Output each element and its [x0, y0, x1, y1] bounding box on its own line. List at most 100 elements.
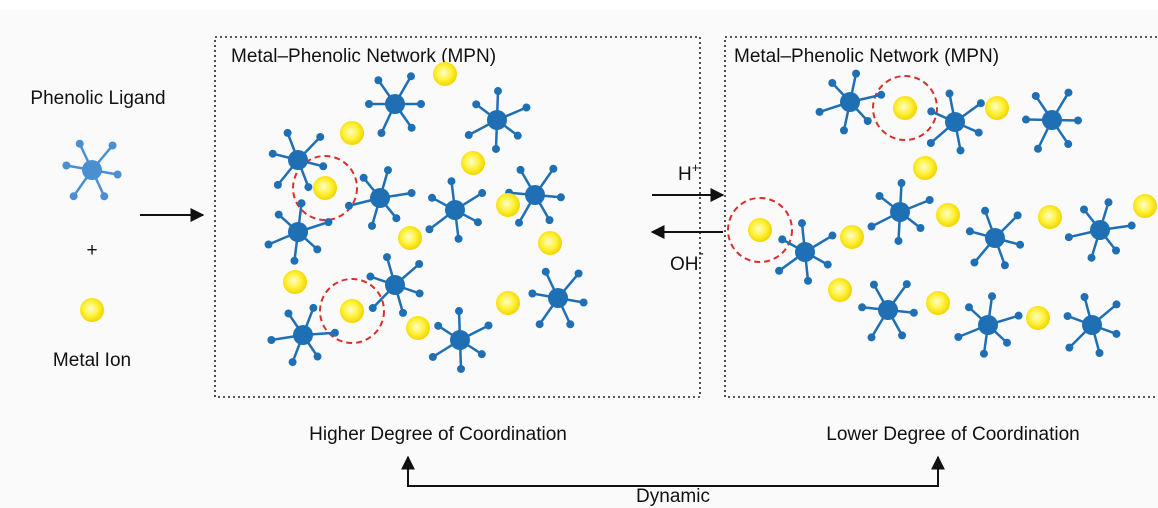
- ligand-end: [374, 76, 382, 84]
- ligand-end: [284, 309, 292, 317]
- ligand-end: [408, 189, 416, 197]
- ligand-core: [525, 185, 545, 205]
- ligand-end: [284, 129, 292, 137]
- metal-ion: [313, 176, 337, 200]
- ligand-core: [1042, 110, 1062, 130]
- ligand-end: [383, 253, 391, 261]
- metal-ion: [926, 291, 950, 315]
- ligand-end: [1034, 145, 1042, 153]
- ligand-end: [267, 336, 275, 344]
- ligand-end: [945, 90, 953, 98]
- legend-label: Phenolic Ligand: [30, 88, 165, 109]
- ligand-end: [1032, 92, 1040, 100]
- ligand-core: [795, 242, 815, 262]
- metal-ion: [913, 156, 937, 180]
- ligand-end: [549, 165, 557, 173]
- ligand-end: [894, 237, 902, 245]
- ligand-end: [265, 241, 273, 249]
- metal-ion: [340, 299, 364, 323]
- ligand-end: [828, 79, 836, 87]
- ligand-core: [293, 325, 313, 345]
- ligand-end: [447, 177, 455, 185]
- ion-charge: -: [699, 245, 704, 262]
- ligand-end: [778, 235, 786, 243]
- ligand-end: [377, 129, 385, 137]
- ligand-end: [457, 365, 465, 373]
- ligand-end: [274, 181, 282, 189]
- ligand-end: [852, 70, 860, 78]
- ion-base: OH: [670, 254, 699, 275]
- ligand-end: [536, 320, 544, 328]
- ligand-end: [331, 329, 339, 337]
- ligand-end: [474, 218, 482, 226]
- ligand-core: [548, 288, 568, 308]
- metal-ion: [936, 203, 960, 227]
- ligand-end: [289, 358, 297, 366]
- ligand-end: [1104, 198, 1112, 206]
- ligand-end: [494, 87, 502, 95]
- ligand-end: [1016, 241, 1024, 249]
- ligand-end: [828, 232, 836, 240]
- ligand-end: [954, 333, 962, 341]
- ligand-end: [927, 139, 935, 147]
- ligand-end: [957, 146, 965, 154]
- ligand-core: [288, 150, 308, 170]
- ligand-end: [62, 161, 70, 169]
- ligand-end: [304, 183, 312, 191]
- ion-charge: +: [692, 160, 700, 175]
- metal-ion: [461, 151, 485, 175]
- ion-label: H+: [678, 160, 699, 185]
- ligand-end: [867, 223, 875, 231]
- ligand-end: [580, 299, 588, 307]
- ligand-end: [472, 100, 480, 108]
- metal-ion: [398, 226, 422, 250]
- ligand-end: [1001, 261, 1009, 269]
- ligand-core: [985, 228, 1005, 248]
- ligand-end: [319, 162, 327, 170]
- dynamic-bracket: [408, 457, 938, 486]
- panel-caption: Higher Degree of Coordination: [309, 424, 567, 445]
- ligand-end: [1080, 206, 1088, 214]
- ligand-end: [966, 227, 974, 235]
- ligand-end: [824, 261, 832, 269]
- ligand-core: [445, 200, 465, 220]
- ligand-core: [385, 94, 405, 114]
- ligand-end: [1128, 222, 1136, 230]
- ligand-end: [1014, 211, 1022, 219]
- ligand-end: [898, 331, 906, 339]
- ligand-end: [429, 353, 437, 361]
- molecules: [62, 62, 1157, 373]
- ligand-end: [926, 196, 934, 204]
- ligand-end: [1003, 339, 1011, 347]
- ligand-end: [868, 333, 876, 341]
- ligand-end: [1064, 89, 1072, 97]
- ligand-end: [109, 141, 117, 149]
- ligand-end: [980, 350, 988, 358]
- metal-ion: [828, 278, 852, 302]
- ligand-core: [840, 92, 860, 112]
- ligand-end: [1064, 312, 1072, 320]
- ligand-end: [927, 107, 935, 115]
- ligand-end: [870, 281, 878, 289]
- metal-ion: [985, 96, 1009, 120]
- ligand-core: [82, 160, 102, 180]
- ligand-end: [407, 72, 415, 80]
- ligand-end: [1064, 140, 1072, 148]
- ligand-end: [1074, 116, 1082, 124]
- metal-ion: [80, 298, 104, 322]
- ligand-end: [70, 192, 78, 200]
- metal-ion: [340, 121, 364, 145]
- ligand-core: [288, 222, 308, 242]
- ligand-end: [478, 189, 486, 197]
- ligand-end: [100, 192, 108, 200]
- ligand-end: [916, 224, 924, 232]
- ligand-end: [898, 179, 906, 187]
- ligand-end: [775, 267, 783, 275]
- ligand-end: [76, 140, 84, 148]
- ligand-core: [385, 275, 405, 295]
- panel-title: Metal–Phenolic Network (MPN): [734, 46, 999, 67]
- ligand-end: [910, 309, 918, 317]
- metal-ion: [840, 225, 864, 249]
- ligand-end: [316, 133, 324, 141]
- plus: +: [86, 240, 97, 261]
